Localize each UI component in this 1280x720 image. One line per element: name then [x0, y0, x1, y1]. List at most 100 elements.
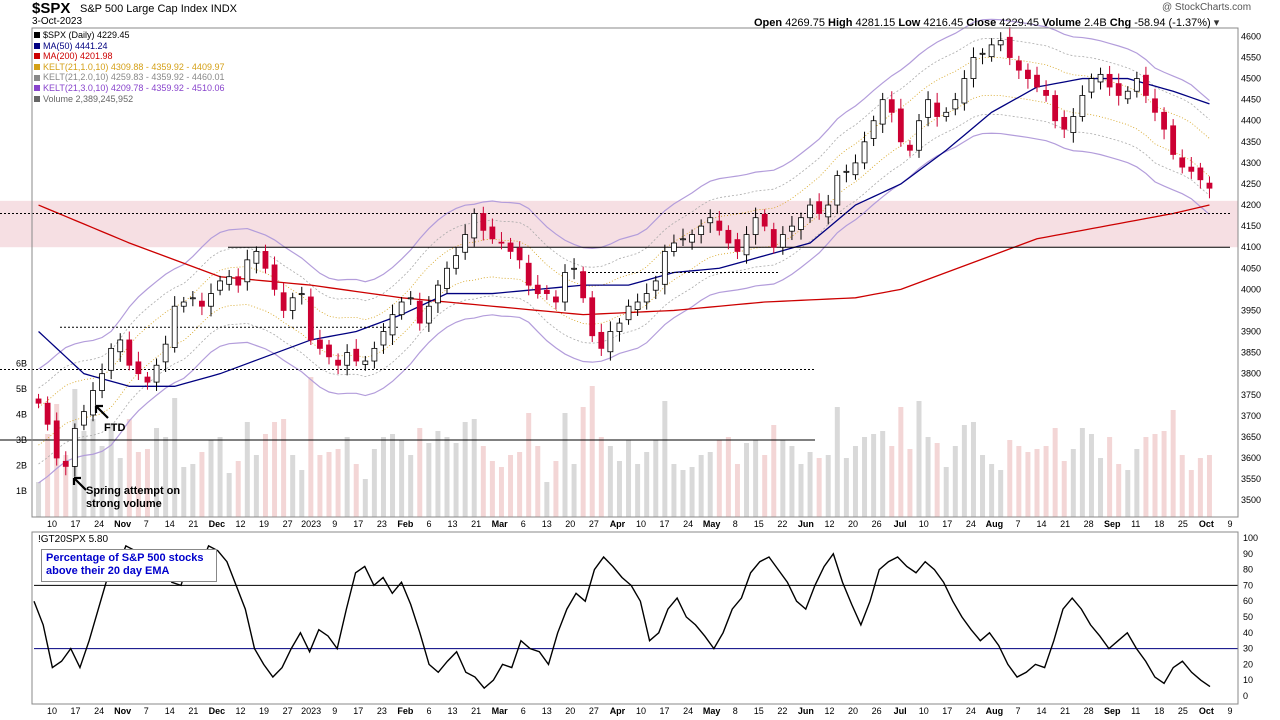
price-panel-frame: [31, 27, 1239, 518]
date-tick-label: Dec: [209, 519, 226, 529]
date-tick-label: 10: [636, 706, 646, 716]
candle-body: [652, 280, 659, 291]
price-tick-label: 3950: [1241, 305, 1261, 315]
volume-bar: [934, 443, 940, 517]
candle-body: [1170, 125, 1177, 155]
date-tick-label: 10: [919, 706, 929, 716]
candle-body: [126, 339, 133, 366]
volume-bar: [1134, 449, 1140, 517]
date-tick-label: 17: [942, 706, 952, 716]
exchange-label: INDX: [210, 3, 237, 15]
volume-bar: [680, 470, 686, 517]
volume-bar: [326, 452, 332, 517]
candle-body: [907, 144, 913, 151]
candle-body: [226, 276, 233, 285]
volume-bar: [698, 455, 704, 517]
candle-body: [462, 234, 469, 253]
date-tick-label: 10: [47, 706, 57, 716]
candle-body: [861, 141, 868, 164]
date-tick-label: 21: [188, 706, 198, 716]
candle-body: [997, 40, 1004, 46]
high-value: 4281.15: [855, 17, 896, 29]
date-tick-label: Aug: [986, 706, 1004, 716]
candle-body: [825, 204, 832, 218]
candle-body: [680, 238, 686, 241]
legend-swatch: [34, 32, 40, 39]
date-tick-label: May: [703, 519, 721, 529]
candle-body: [925, 99, 931, 118]
candle-body: [1043, 89, 1049, 96]
candles: [35, 27, 1213, 477]
candle-body: [1025, 69, 1031, 79]
volume-bar: [1016, 446, 1022, 517]
volume-bar: [1143, 437, 1149, 517]
volume-bar: [208, 440, 214, 517]
volume-bar: [562, 413, 568, 517]
volume-bar: [462, 422, 468, 517]
candle-body: [217, 280, 223, 291]
volume-bar: [63, 455, 69, 517]
candle-body: [489, 226, 496, 240]
date-tick-label: 25: [1178, 519, 1188, 529]
candle-body: [1097, 73, 1104, 83]
volume-bar: [907, 449, 913, 517]
chevron-down-icon[interactable]: ▾: [1213, 17, 1220, 29]
volume-bar: [889, 446, 895, 517]
legend-text: KELT(21,2.0,10) 4259.83 - 4359.92 - 4460…: [43, 72, 225, 83]
candle-body: [897, 108, 904, 143]
date-tick-label: 20: [565, 519, 575, 529]
volume-bar: [998, 470, 1004, 517]
volume-bar: [816, 458, 822, 517]
indicator-tick-label: 30: [1243, 644, 1253, 654]
candle-body: [689, 234, 695, 243]
indicator-panel-frame: [31, 531, 1239, 705]
date-tick-label: 9: [332, 706, 337, 716]
candle-body: [444, 267, 450, 289]
candle-body: [725, 229, 732, 244]
candle-body: [698, 225, 705, 235]
candle-body: [199, 300, 205, 307]
volume-bar: [989, 464, 995, 517]
date-tick-label: Oct: [1199, 519, 1214, 529]
date-tick-label: 17: [353, 519, 363, 529]
price-tick-label: 4350: [1241, 137, 1261, 147]
volume-bar: [435, 431, 441, 517]
candle-body: [988, 44, 995, 58]
candle-body: [244, 259, 251, 283]
candle-body: [661, 251, 668, 285]
keltner-channels: [38, 18, 1210, 484]
volume-bar: [226, 473, 232, 517]
date-tick-label: 24: [683, 706, 693, 716]
volume-bar: [480, 446, 486, 517]
keltner-2x-lower: [38, 113, 1210, 465]
volume-bar: [299, 470, 305, 517]
candle-body: [280, 292, 287, 311]
volume-bar: [1125, 470, 1131, 517]
volume-bar: [580, 407, 586, 517]
legend-text: KELT(21,3.0,10) 4209.78 - 4359.92 - 4510…: [43, 82, 225, 93]
volume-bar: [1025, 452, 1031, 517]
legend-item: KELT(21,3.0,10) 4209.78 - 4359.92 - 4510…: [34, 83, 224, 94]
ohlc-readout: Open 4269.75 High 4281.15 Low 4216.45 Cl…: [754, 16, 1219, 29]
legend-swatch: [34, 42, 40, 49]
date-tick-label: Aug: [986, 519, 1004, 529]
volume-bar: [825, 455, 831, 517]
volume-bar: [426, 443, 432, 517]
date-tick-label: Nov: [114, 519, 131, 529]
date-tick-label: Sep: [1104, 706, 1121, 716]
date-tick-label: 24: [966, 706, 976, 716]
date-tick-label: 24: [966, 519, 976, 529]
volume-bar: [744, 443, 750, 517]
date-tick-label: 27: [283, 519, 293, 529]
volume-bar: [871, 434, 877, 517]
candle-body: [335, 359, 341, 366]
date-tick-label: 23: [377, 519, 387, 529]
candle-body: [189, 297, 196, 300]
candle-body: [752, 217, 759, 235]
volume-bar: [453, 443, 459, 517]
date-tick-label: 17: [71, 706, 81, 716]
date-tick-label: 2023: [301, 519, 321, 529]
date-tick-label: 11: [1131, 519, 1140, 529]
candle-body: [262, 251, 269, 269]
date-tick-label: 19: [259, 519, 269, 529]
